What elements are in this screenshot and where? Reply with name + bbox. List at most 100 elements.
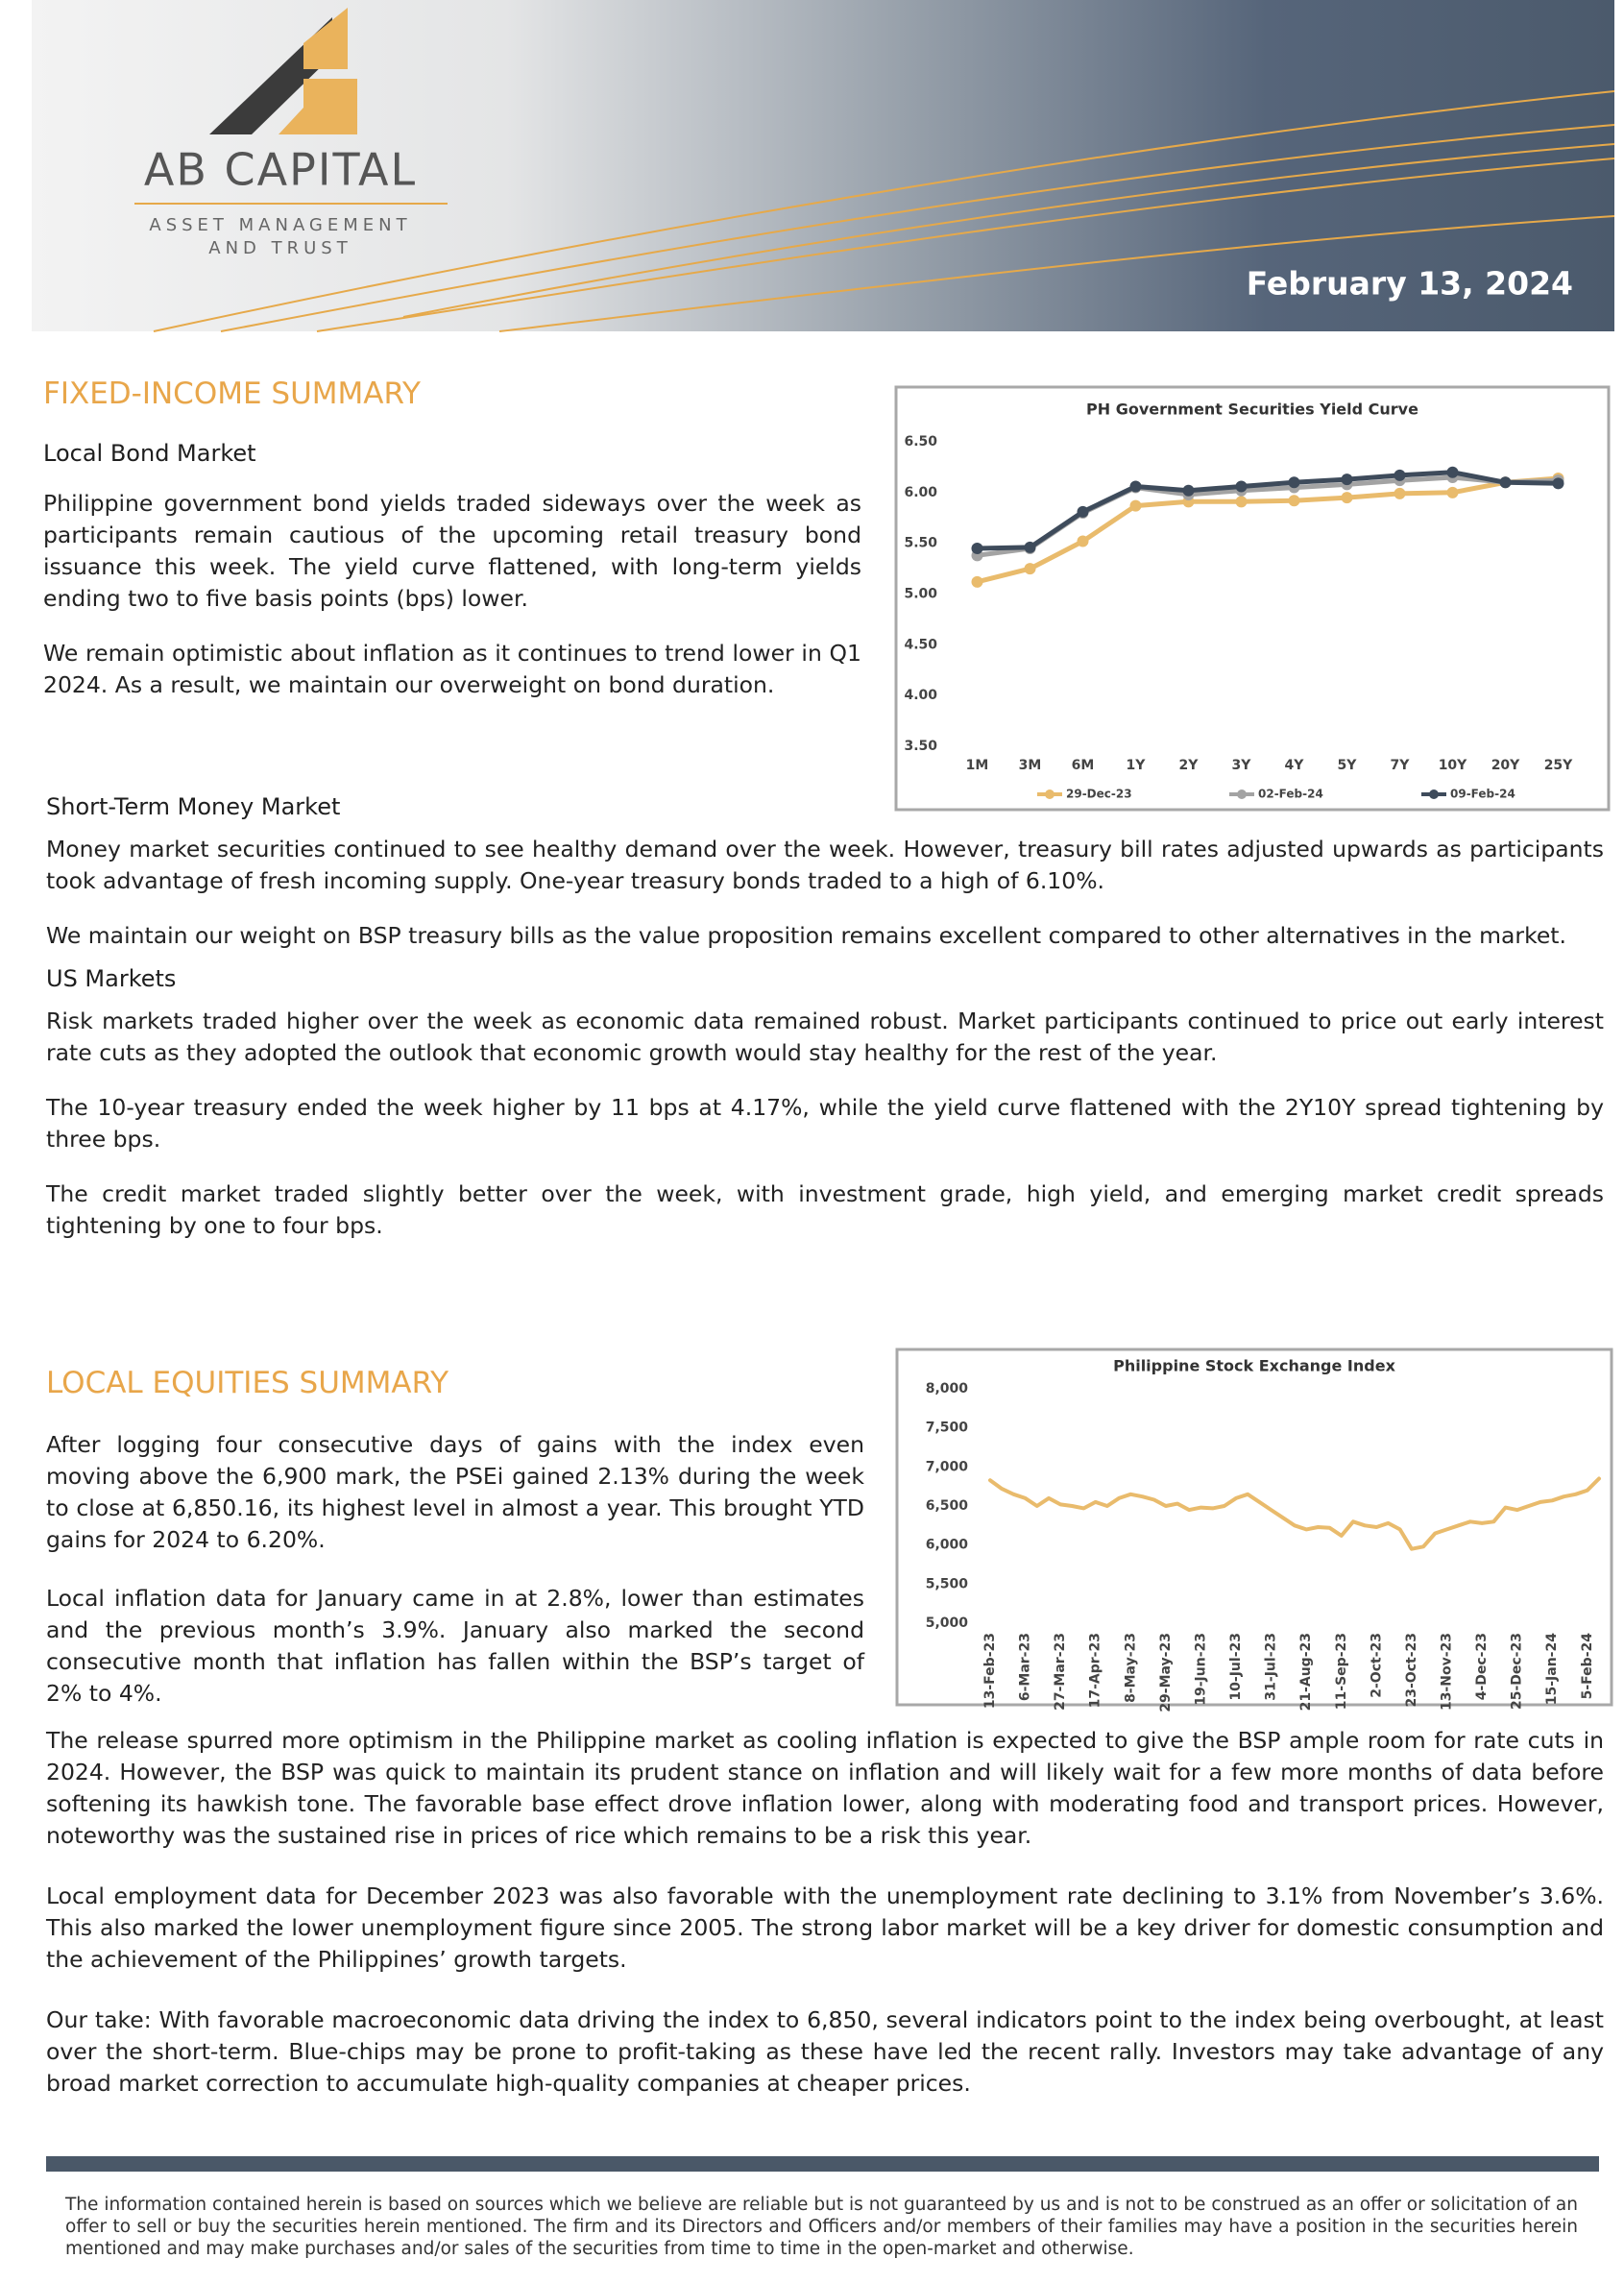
fixed-income-full: Short-Term Money Market Money market sec… bbox=[46, 793, 1604, 1265]
x-tick-label: 29-May-23 bbox=[1158, 1633, 1174, 1712]
data-point bbox=[971, 549, 983, 562]
data-point bbox=[1552, 477, 1564, 490]
paragraph: Money market securities continued to see… bbox=[46, 836, 1604, 894]
data-point bbox=[1446, 471, 1459, 483]
data-point bbox=[1129, 480, 1142, 493]
data-point bbox=[1394, 474, 1406, 487]
y-tick-label: 5.00 bbox=[904, 587, 937, 602]
chart-title: Philippine Stock Exchange Index bbox=[1113, 1357, 1395, 1375]
x-tick-label: 2Y bbox=[1179, 758, 1200, 773]
x-tick-label: 25Y bbox=[1544, 758, 1573, 773]
logo-title: AB CAPITAL bbox=[144, 144, 417, 196]
x-tick-label: 19-Jun-23 bbox=[1193, 1633, 1208, 1706]
x-tick-label: 1M bbox=[966, 758, 989, 773]
y-tick-label: 5.50 bbox=[904, 536, 937, 551]
data-point bbox=[1024, 541, 1036, 553]
x-tick-label: 20Y bbox=[1491, 758, 1520, 773]
x-tick-label: 1Y bbox=[1127, 758, 1147, 773]
x-tick-label: 23-Oct-23 bbox=[1404, 1633, 1419, 1707]
x-tick-label: 13-Nov-23 bbox=[1440, 1633, 1455, 1711]
data-point bbox=[1394, 487, 1406, 499]
x-tick-label: 31-Jul-23 bbox=[1264, 1633, 1279, 1701]
y-tick-label: 6.00 bbox=[904, 485, 937, 500]
paragraph: We maintain our weight on BSP treasury b… bbox=[46, 922, 1566, 949]
x-tick-label: 13-Feb-23 bbox=[982, 1633, 998, 1709]
data-point bbox=[1024, 563, 1036, 575]
x-tick-label: 10-Jul-23 bbox=[1228, 1633, 1244, 1701]
x-tick-label: 7Y bbox=[1391, 758, 1411, 773]
data-point bbox=[1077, 506, 1089, 519]
data-point bbox=[1446, 466, 1459, 478]
y-tick-label: 6.50 bbox=[904, 434, 937, 449]
x-tick-label: 27-Mar-23 bbox=[1053, 1633, 1068, 1711]
paragraph: Our take: With favorable macroeconomic d… bbox=[46, 2006, 1604, 2097]
subheading: US Markets bbox=[46, 965, 177, 992]
subheading: Local Bond Market bbox=[43, 440, 256, 467]
fixed-income-left: FIXED-INCOME SUMMARY Local Bond Market P… bbox=[43, 376, 861, 724]
x-tick-label: 2-Oct-23 bbox=[1369, 1633, 1384, 1698]
data-point bbox=[1129, 481, 1142, 494]
x-tick-label: 10Y bbox=[1439, 758, 1467, 773]
data-point bbox=[1182, 496, 1195, 508]
paragraph: We remain optimistic about inflation as … bbox=[43, 640, 861, 698]
disclaimer: The information contained herein is base… bbox=[65, 2195, 1578, 2259]
y-tick-label: 8,000 bbox=[926, 1381, 969, 1397]
logo-mark-gold bbox=[303, 8, 348, 69]
data-point bbox=[1077, 535, 1089, 547]
data-point bbox=[1341, 478, 1353, 491]
x-tick-label: 21-Aug-23 bbox=[1298, 1633, 1314, 1711]
paragraph: Risk markets traded higher over the week… bbox=[46, 1008, 1604, 1066]
header-curves bbox=[153, 90, 1615, 332]
paragraph: Local employment data for December 2023 … bbox=[46, 1882, 1604, 1973]
data-point bbox=[1129, 499, 1142, 512]
subheading: Short-Term Money Market bbox=[46, 793, 341, 820]
x-tick-label: 15-Jan-24 bbox=[1544, 1633, 1560, 1705]
x-tick-label: 11-Sep-23 bbox=[1334, 1633, 1349, 1710]
y-tick-label: 5,000 bbox=[926, 1615, 969, 1631]
data-point bbox=[971, 575, 983, 588]
series-line bbox=[975, 470, 1561, 551]
y-tick-label: 5,500 bbox=[926, 1576, 969, 1591]
x-tick-label: 8-May-23 bbox=[1123, 1633, 1138, 1703]
data-point bbox=[971, 542, 983, 554]
logo-mark-dark bbox=[209, 17, 332, 134]
data-point bbox=[1499, 476, 1512, 489]
data-point bbox=[1446, 486, 1459, 498]
paragraph: Local inflation data for January came in… bbox=[46, 1585, 864, 1707]
data-point bbox=[1024, 542, 1036, 554]
y-tick-label: 4.50 bbox=[904, 637, 937, 652]
x-tick-label: 4Y bbox=[1285, 758, 1305, 773]
x-tick-label: 3Y bbox=[1232, 758, 1252, 773]
data-point bbox=[1552, 473, 1564, 485]
data-point bbox=[1499, 476, 1512, 489]
paragraph: Philippine government bond yields traded… bbox=[43, 490, 861, 612]
equities-full: The release spurred more optimism in the… bbox=[46, 1725, 1604, 2123]
logo-subtitle: AND TRUST bbox=[208, 238, 351, 258]
data-point bbox=[1341, 492, 1353, 504]
x-tick-label: 4-Dec-23 bbox=[1474, 1633, 1490, 1700]
x-tick-label: 5Y bbox=[1338, 758, 1358, 773]
data-point bbox=[1499, 476, 1512, 489]
x-tick-label: 5-Feb-24 bbox=[1580, 1633, 1595, 1700]
x-tick-label: 6-Mar-23 bbox=[1018, 1633, 1033, 1701]
y-tick-label: 7,500 bbox=[926, 1421, 969, 1436]
x-tick-label: 3M bbox=[1019, 758, 1042, 773]
header: AB CAPITAL ASSET MANAGEMENT AND TRUST Fe… bbox=[32, 0, 1615, 332]
y-tick-label: 6,000 bbox=[926, 1538, 969, 1553]
chart-frame bbox=[894, 385, 1611, 812]
y-tick-label: 4.00 bbox=[904, 688, 937, 703]
data-point bbox=[1288, 481, 1300, 494]
chart-title: PH Government Securities Yield Curve bbox=[1086, 401, 1418, 419]
logo-subtitle: ASSET MANAGEMENT bbox=[149, 215, 411, 235]
y-tick-label: 3.50 bbox=[904, 739, 937, 754]
data-point bbox=[1341, 474, 1353, 486]
data-point bbox=[1394, 469, 1406, 481]
y-tick-label: 7,000 bbox=[926, 1459, 969, 1474]
data-point bbox=[1077, 505, 1089, 518]
data-point bbox=[1288, 476, 1300, 489]
series-line bbox=[975, 475, 1561, 585]
section-title: LOCAL EQUITIES SUMMARY bbox=[46, 1366, 449, 1400]
paragraph: The 10-year treasury ended the week high… bbox=[46, 1094, 1604, 1153]
